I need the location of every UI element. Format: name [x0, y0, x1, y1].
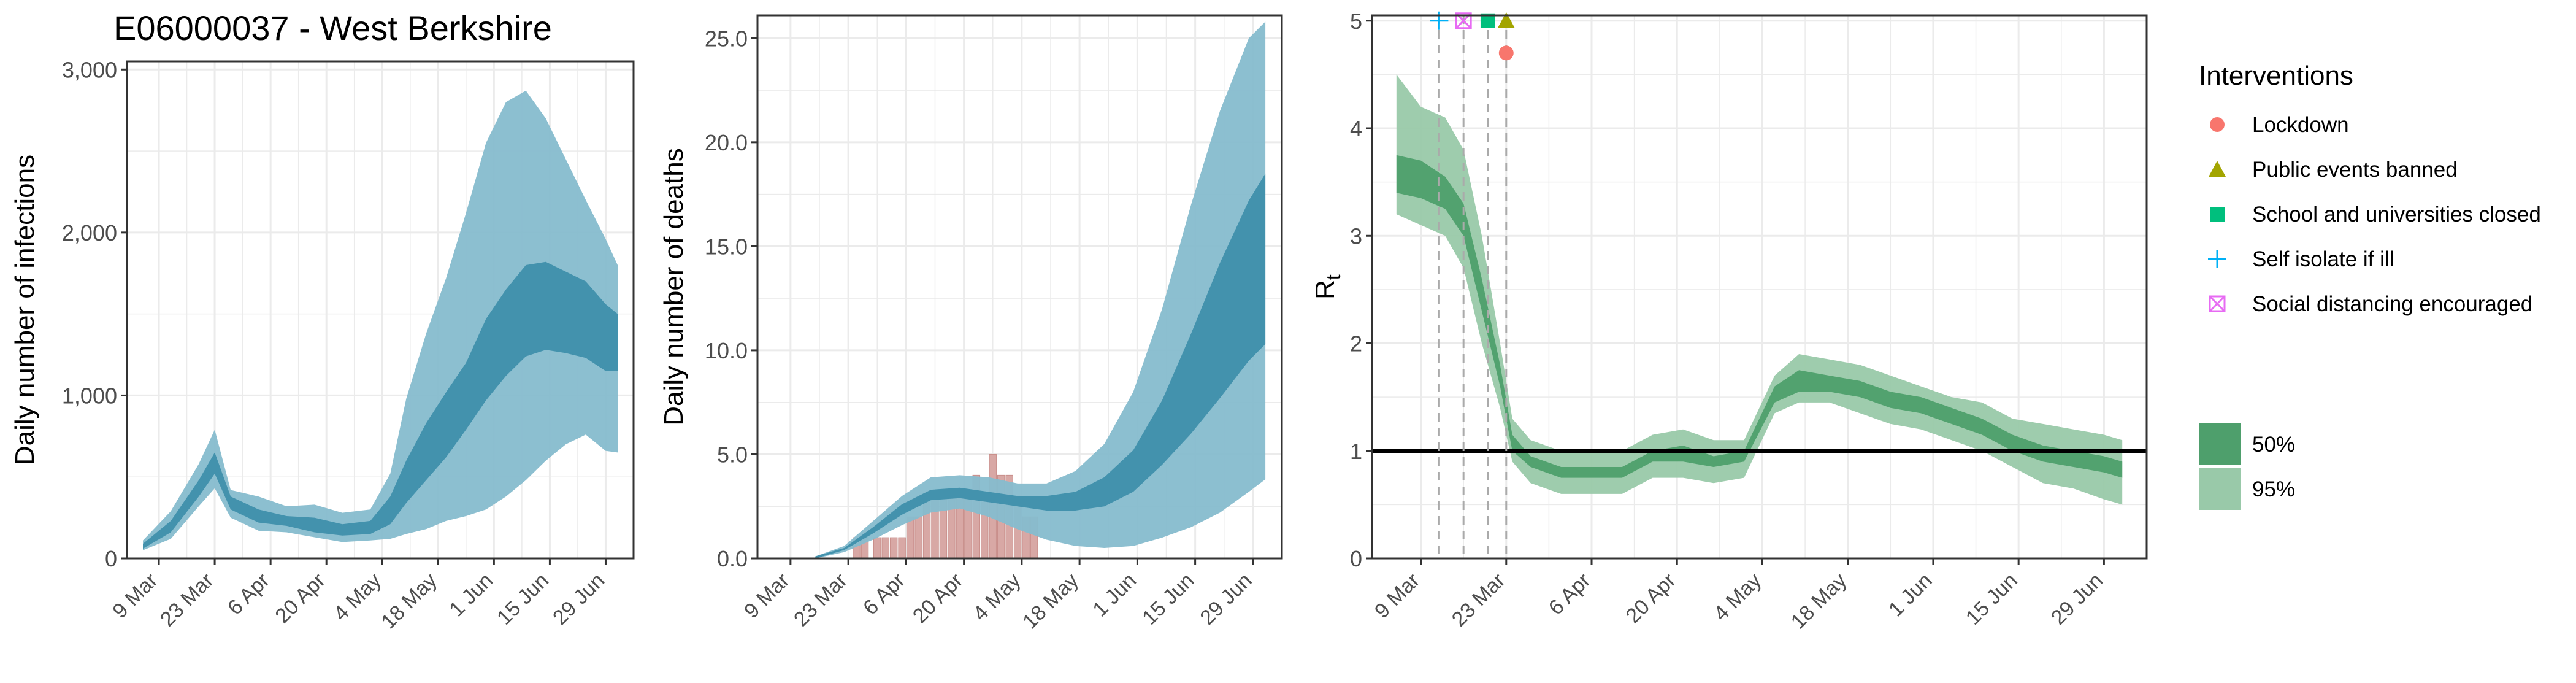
legend-label: Self isolate if ill — [2252, 247, 2394, 271]
intervention-marker — [1498, 45, 1514, 61]
x-tick-label: 9 Mar — [740, 569, 794, 623]
band-95 — [1396, 74, 2123, 505]
x-tick-label: 6 Apr — [223, 569, 274, 620]
x-tick-label: 1 Jun — [1884, 569, 1937, 622]
legend-key-square — [2210, 207, 2225, 222]
death-bar — [873, 537, 881, 559]
x-tick-label: 15 Jun — [1961, 569, 2022, 630]
y-tick-label: 3,000 — [62, 57, 117, 82]
y-tick-label: 25.0 — [705, 26, 748, 51]
x-tick-label: 20 Apr — [1622, 569, 1681, 628]
y-tick-label: 0 — [1350, 546, 1362, 571]
x-tick-label: 4 May — [1709, 569, 1766, 625]
x-tick-label: 23 Mar — [1447, 569, 1510, 631]
x-tick-label: 18 May — [1787, 569, 1852, 634]
legend: Interventions Lockdown Public events banne… — [2199, 61, 2541, 510]
panel-rt: 0 1 2 3 4 5 9 Mar 23 Mar 6 Apr 20 Apr 4 May 18 May 1… — [1310, 9, 2148, 634]
band-50 — [143, 261, 618, 549]
y-tick-label: 2 — [1350, 331, 1362, 357]
death-bar — [914, 516, 922, 559]
legend-band-label: 95% — [2252, 477, 2295, 501]
y-tick-label: 5.0 — [717, 442, 748, 467]
y-tick-label: 10.0 — [705, 338, 748, 363]
y-tick-label: 15.0 — [705, 234, 748, 259]
intervention-marker — [1497, 12, 1515, 28]
intervention-marker-box — [1455, 12, 1472, 29]
x-tick-label: 6 Apr — [859, 569, 910, 620]
y-tick-label: 0 — [105, 546, 117, 571]
panel-border — [1371, 14, 2148, 560]
x-tick-label: 15 Jun — [493, 569, 553, 630]
y-tick-label: 0.0 — [717, 546, 748, 571]
x-tick-label: 20 Apr — [270, 569, 329, 628]
legend-label: Lockdown — [2252, 113, 2349, 137]
legend-key-plus — [2208, 250, 2226, 268]
y-axis-title: Daily number of infections — [10, 155, 40, 465]
y-tick-label: 20.0 — [705, 130, 748, 155]
death-bar — [881, 537, 889, 559]
y-axis-title: Rt — [1310, 274, 1344, 299]
legend-title: Interventions — [2199, 61, 2353, 91]
intervention-marker — [1480, 13, 1495, 28]
y-tick-label: 4 — [1350, 116, 1362, 141]
x-tick-label: 4 May — [968, 569, 1025, 625]
x-tick-label: 29 Jun — [1195, 569, 1256, 630]
x-tick-label: 29 Jun — [548, 569, 609, 630]
death-bar — [898, 537, 906, 559]
band-50 — [815, 173, 1266, 558]
y-tick-label: 3 — [1350, 223, 1362, 249]
y-tick-label: 2,000 — [62, 220, 117, 245]
y-tick-label: 1,000 — [62, 383, 117, 408]
x-tick-label: 18 May — [377, 569, 442, 634]
x-tick-label: 20 Apr — [908, 569, 967, 628]
band-95 — [143, 90, 618, 550]
death-bar — [906, 516, 914, 559]
legend-key-crossed-square-box — [2209, 295, 2226, 312]
x-tick-label: 23 Mar — [789, 569, 852, 631]
panel-border — [756, 14, 1283, 560]
legend-label: School and universities closed — [2252, 203, 2541, 226]
x-tick-label: 9 Mar — [1370, 569, 1424, 623]
legend-band-key — [2199, 468, 2241, 510]
legend-key-crossed-square — [2209, 295, 2226, 312]
x-tick-label: 1 Jun — [1088, 569, 1141, 622]
legend-label: Public events banned — [2252, 158, 2458, 182]
panel-border — [126, 60, 635, 560]
figure-title: E06000037 - West Berkshire — [113, 9, 552, 47]
legend-label: Social distancing encouraged — [2252, 292, 2532, 316]
death-bar — [889, 537, 898, 559]
legend-key-circle — [2210, 117, 2225, 132]
y-axis-title: Daily number of deaths — [659, 148, 689, 425]
x-tick-label: 9 Mar — [108, 569, 162, 623]
x-tick-label: 23 Mar — [156, 569, 218, 631]
y-axis-title-subscript: t — [1322, 274, 1344, 280]
y-tick-label: 1 — [1350, 439, 1362, 464]
x-tick-label: 18 May — [1018, 569, 1083, 634]
x-tick-label: 15 Jun — [1138, 569, 1198, 630]
x-tick-label: 29 Jun — [2047, 569, 2107, 630]
x-tick-label: 1 Jun — [445, 569, 497, 622]
legend-band-label: 50% — [2252, 433, 2295, 457]
legend-band-key — [2199, 423, 2241, 465]
x-tick-label: 6 Apr — [1544, 569, 1595, 620]
y-tick-label: 5 — [1350, 9, 1362, 34]
legend-key-crossed-square-cross — [2209, 295, 2226, 312]
legend-key-triangle — [2209, 161, 2226, 177]
